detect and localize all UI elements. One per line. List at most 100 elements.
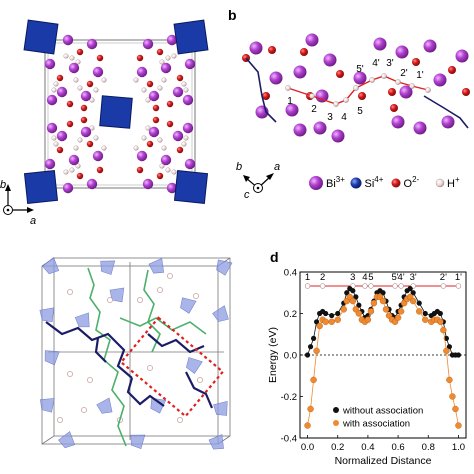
bi-atom: [166, 182, 178, 194]
y-axis-label: Energy (eV): [267, 327, 279, 383]
axis-label-c: c: [244, 189, 250, 201]
bi-atom: [285, 103, 299, 117]
legend-label: Si4+: [365, 175, 384, 190]
h-site: [395, 79, 401, 85]
panel-c-network: [39, 257, 233, 450]
data-point: [452, 405, 459, 413]
h-atom: [77, 137, 83, 143]
x-tick-label: 0.6: [391, 442, 404, 453]
legend-label: with association: [342, 419, 410, 430]
data-point: [335, 310, 341, 317]
axis-label-b: b: [0, 179, 6, 191]
data-point: [307, 344, 314, 350]
data-point: [370, 299, 378, 307]
axis-label-b2: b: [236, 161, 242, 173]
bond: [245, 57, 277, 123]
bi-atom: [56, 86, 68, 98]
path-label: 5: [357, 106, 363, 117]
si-polyhedron: [96, 397, 113, 414]
top-site-label: 2: [320, 272, 325, 283]
si-polyhedron: [186, 357, 203, 374]
bond: [423, 95, 469, 129]
si-polyhedron: [58, 431, 76, 449]
legend-label: O2-: [404, 175, 420, 190]
top-site: [392, 283, 398, 289]
bi-atom: [413, 121, 427, 135]
proton-path: [45, 321, 214, 409]
h-site: [409, 83, 415, 89]
h-atom: [53, 141, 59, 147]
o-atom: [96, 54, 104, 62]
unit-cell: [44, 39, 196, 189]
panel-b-migration-path: 1 23 45 5' 4' 3' 2' 1': [285, 58, 431, 123]
o-atom: [462, 88, 470, 96]
bi-atom: [331, 129, 345, 143]
panel-a-crystal: [23, 19, 209, 205]
bi-atom: [136, 150, 148, 162]
bi-atom: [44, 58, 56, 70]
h-atom: [157, 137, 163, 143]
bi-atom: [92, 150, 104, 162]
legend-label: without association: [342, 406, 423, 417]
o-atom: [388, 88, 396, 96]
bi-atom: [166, 34, 178, 46]
bi-atom: [80, 126, 92, 138]
h-site: [425, 87, 431, 93]
panel-a-atoms: [44, 34, 196, 194]
o-atom: [176, 146, 184, 154]
h-atom: [145, 97, 151, 103]
path-label: 2': [400, 68, 408, 79]
o-atom: [96, 166, 104, 174]
h-site: [107, 297, 113, 303]
path-label: 4: [341, 112, 347, 123]
bi-atom: [249, 41, 263, 55]
h-site: [309, 93, 315, 99]
data-point: [437, 318, 444, 325]
axis-label-a2: a: [274, 161, 280, 173]
bi-atom: [68, 62, 80, 74]
h-site: [369, 77, 375, 83]
o-atom: [136, 166, 144, 174]
data-point: [455, 422, 462, 429]
path-label: 3: [327, 112, 333, 123]
data-point: [455, 352, 462, 358]
bi-atom: [80, 90, 92, 102]
h-site: [157, 287, 163, 293]
si-tetrahedron: [99, 95, 133, 129]
data-point: [344, 290, 350, 296]
top-site-label: 2': [440, 272, 447, 283]
path-label: 5': [356, 64, 364, 75]
bi-atom: [269, 71, 283, 85]
bi-atom: [142, 178, 154, 190]
bi-atom: [44, 158, 56, 170]
x-tick-label: 0.4: [361, 442, 374, 453]
h-atom: [183, 135, 189, 141]
h-atom: [73, 145, 79, 151]
h-site: [81, 407, 87, 413]
y-tick-label: -0.4: [281, 434, 297, 445]
h-site: [343, 97, 349, 103]
h-atom: [181, 141, 187, 147]
top-site: [440, 283, 447, 289]
h-site: [87, 377, 93, 383]
top-site-label: 1': [455, 272, 462, 283]
top-site-label: 3': [410, 272, 417, 283]
o-atom: [156, 48, 164, 56]
data-point: [340, 306, 347, 313]
top-site: [319, 283, 326, 289]
ion-legend: Bi3+ Si4+ O2- H+: [309, 175, 460, 190]
o-atom: [448, 66, 456, 74]
bi-atom: [136, 66, 148, 78]
x-tick-label: 0.8: [422, 442, 435, 453]
legend-swatch: [435, 178, 445, 188]
h-atom: [171, 169, 177, 175]
o-atom: [86, 140, 94, 148]
y-tick-label: 0.4: [284, 268, 297, 279]
top-site: [362, 283, 368, 289]
top-site-label: 3: [350, 272, 355, 283]
axis-label-a: a: [30, 215, 36, 227]
top-site-label: 4: [362, 272, 367, 283]
data-point: [410, 290, 416, 296]
data-point: [449, 393, 456, 400]
